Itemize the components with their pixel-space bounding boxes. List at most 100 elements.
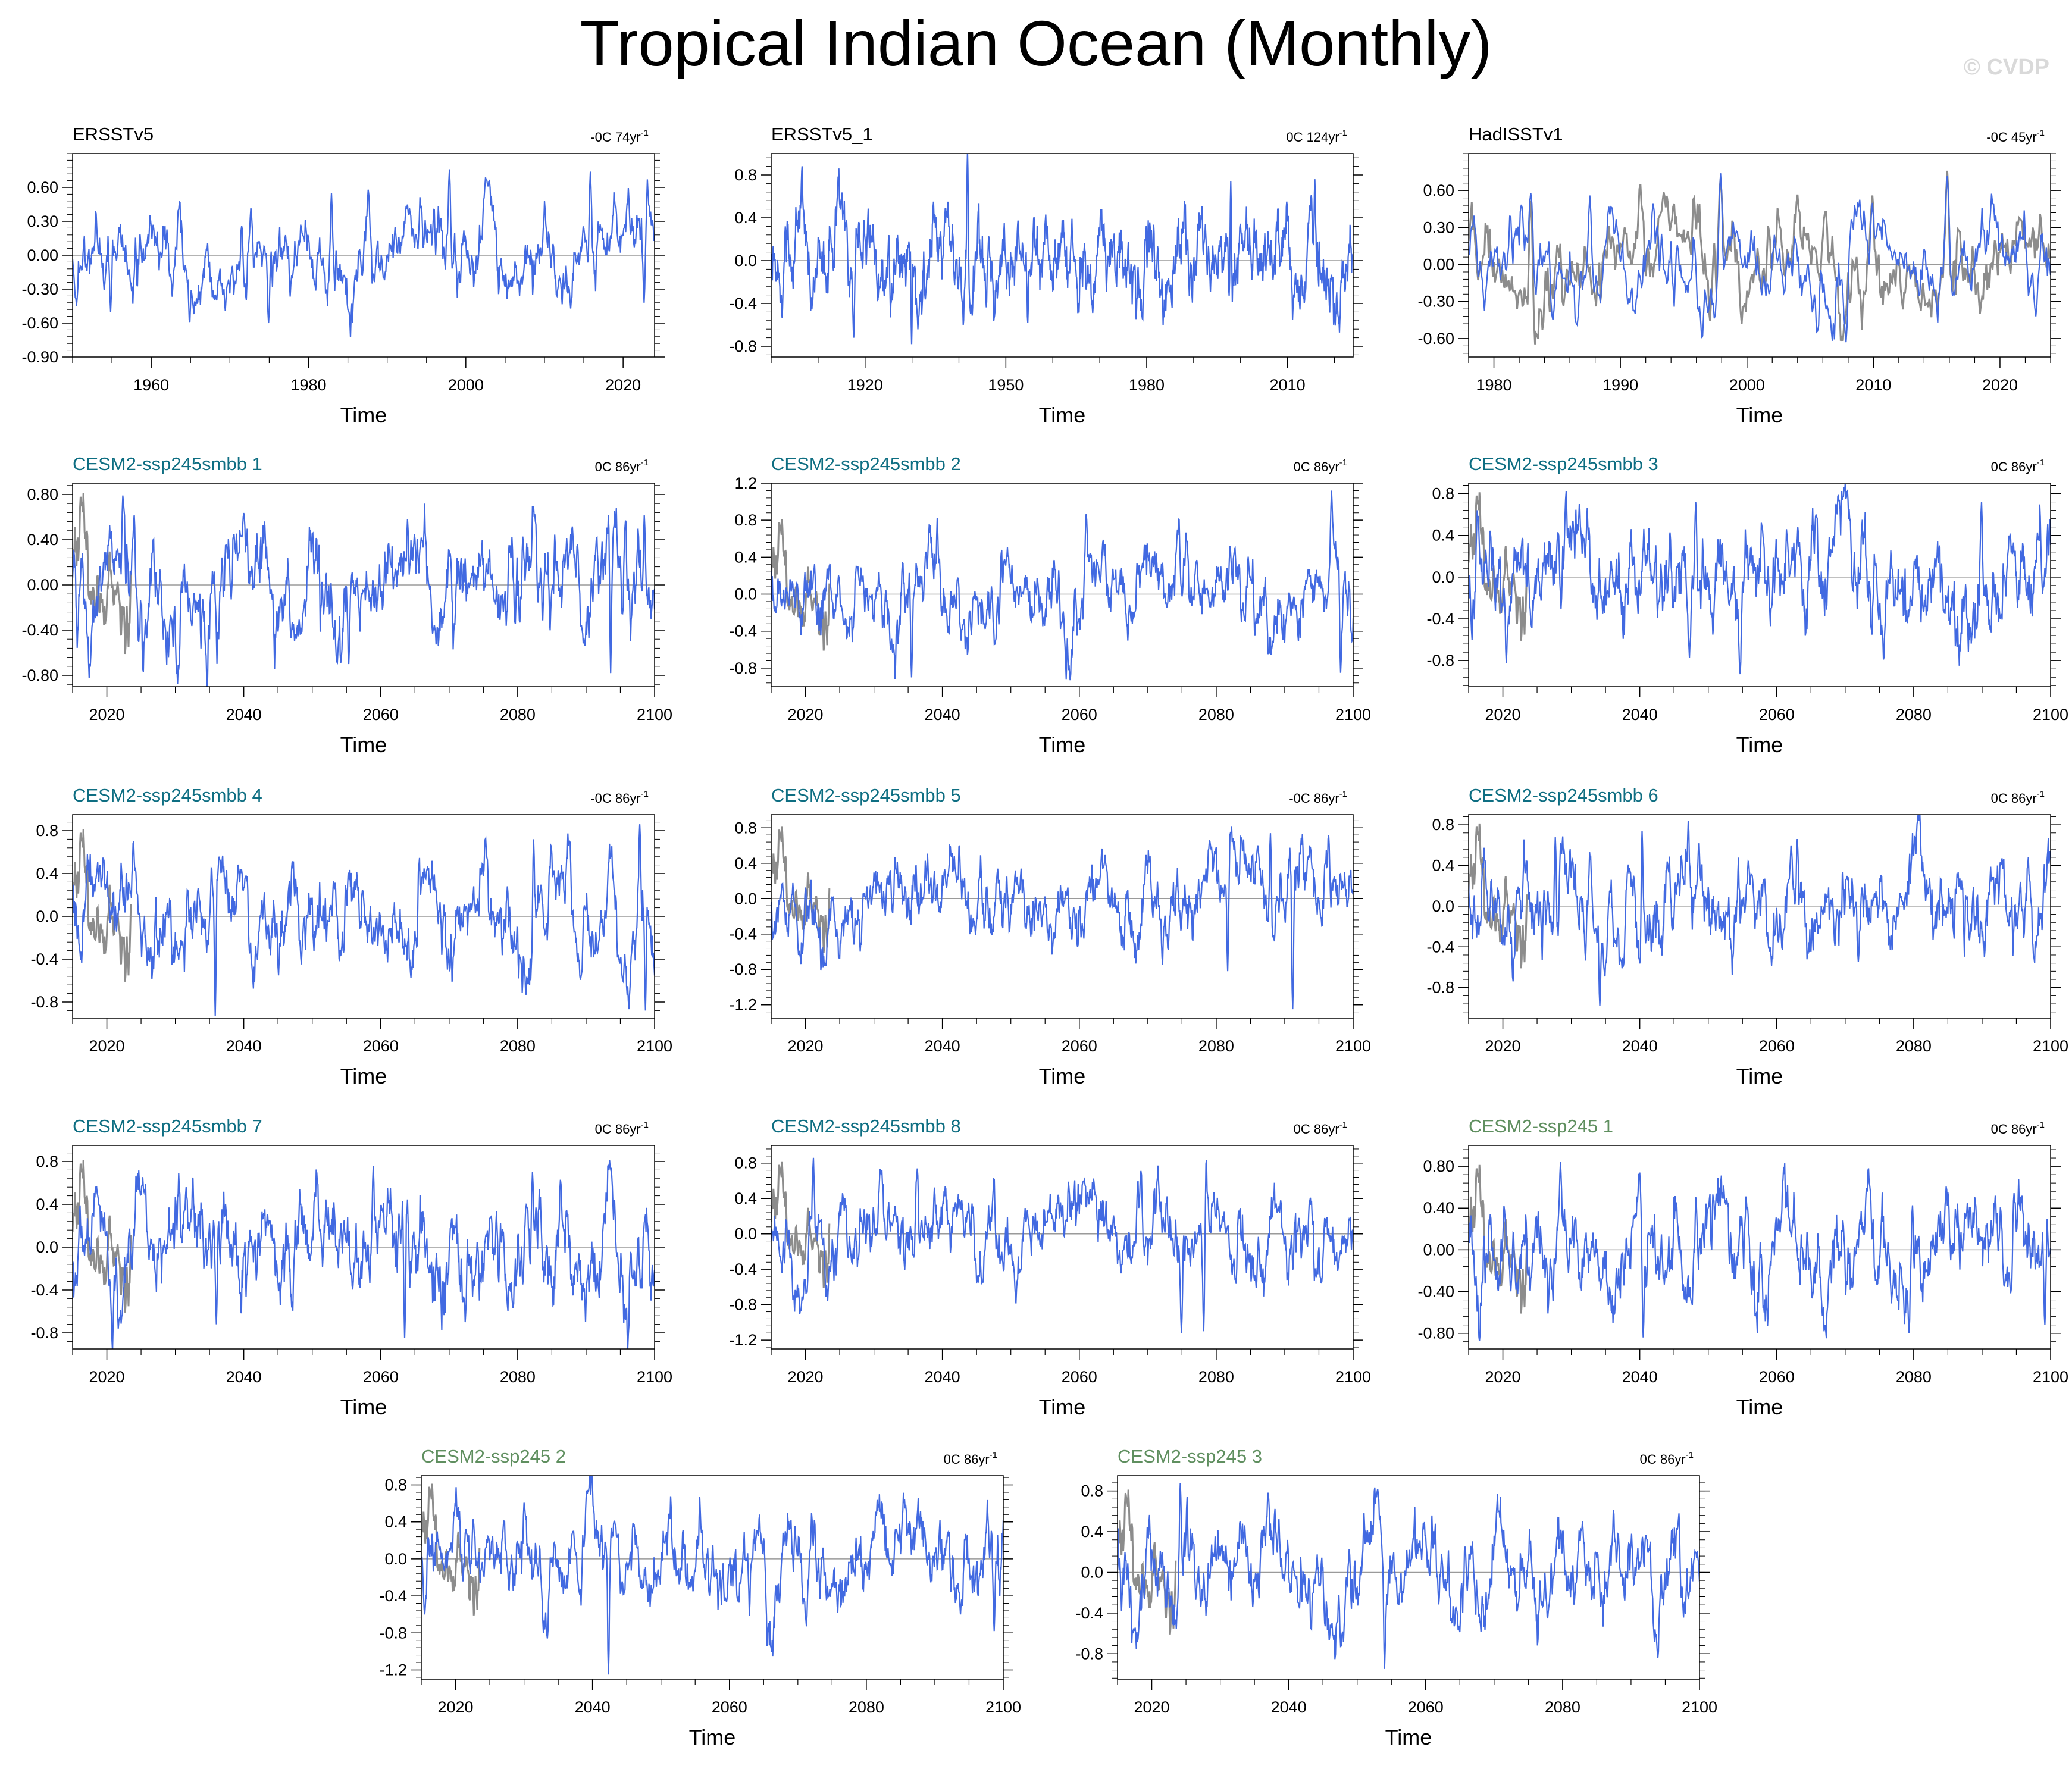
y-tick-label: 0.4 (734, 548, 757, 566)
trend-exponent: -1 (1339, 458, 1347, 468)
x-axis-label: Time (1039, 732, 1086, 757)
y-tick-label: 0.80 (27, 486, 58, 503)
primary-series-line (1469, 1162, 2051, 1341)
y-tick-label: -0.4 (1075, 1604, 1103, 1622)
y-tick-label: 0.8 (1081, 1482, 1103, 1500)
x-axis-label: Time (340, 403, 387, 427)
panel-p1: ERSSTv5 -0C 74yr-1 1960 1980 2000 2020 0.60 0.3… (21, 124, 665, 427)
y-tick-label: 0.8 (1432, 485, 1454, 503)
panel-title: CESM2-ssp245 3 (1118, 1446, 1262, 1467)
x-tick-label: 2020 (1134, 1698, 1169, 1716)
reference-series-line (771, 1161, 831, 1288)
panel-p11: CESM2-ssp245smbb 8 0C 86yr-1 2020 2040 2060 2… (729, 1116, 1371, 1419)
cvdp-watermark: © CVDP (1963, 55, 2049, 80)
x-tick-label: 2060 (1062, 706, 1097, 724)
trend-label: 0C 86yr-1 (1294, 1120, 1347, 1137)
primary-series-line (73, 824, 655, 1016)
panel-p2: ERSSTv5_1 0C 124yr-1 1920 1950 1980 2010 0.8 0.… (729, 124, 1363, 427)
x-tick-label: 2040 (1622, 1368, 1658, 1386)
x-tick-label: 2060 (1062, 1368, 1097, 1386)
trend-label: -0C 45yr-1 (1986, 128, 2045, 145)
y-tick-label: -0.40 (21, 621, 58, 639)
y-tick-label: 0.00 (1423, 256, 1454, 274)
trend-exponent: -1 (2037, 458, 2045, 468)
plot-frame (1468, 153, 2051, 358)
y-tick-label: 0.0 (384, 1550, 407, 1568)
y-tick-label: 0.8 (36, 1153, 58, 1170)
x-tick-label: 2100 (1335, 1037, 1371, 1055)
x-tick-label: 2080 (1198, 1037, 1234, 1055)
x-tick-label: 2080 (1896, 1368, 1932, 1386)
panel-p6: CESM2-ssp245smbb 3 0C 86yr-1 2020 2040 2060 2… (1426, 453, 2068, 757)
panel-title: CESM2-ssp245smbb 3 (1469, 453, 1658, 474)
plot-frame (771, 1145, 1354, 1350)
x-tick-label: 2060 (1408, 1698, 1444, 1716)
y-tick-label: 0.0 (734, 586, 757, 603)
x-tick-label: 2040 (925, 1037, 960, 1055)
y-tick-label: -0.8 (30, 993, 58, 1011)
x-tick-label: 2020 (89, 706, 124, 724)
x-tick-label: 2040 (575, 1698, 611, 1716)
plot-frame (1468, 814, 2051, 1019)
trend-exponent: -1 (641, 1120, 649, 1130)
x-tick-label: 2100 (1335, 706, 1371, 724)
y-tick-label: -1.2 (729, 1331, 757, 1349)
trend-exponent: -1 (1339, 128, 1347, 138)
x-tick-label: 2010 (1855, 376, 1891, 394)
trend-label: 0C 86yr-1 (595, 458, 649, 474)
trend-label: 0C 86yr-1 (1991, 1120, 2045, 1137)
x-tick-label: 2020 (787, 1368, 823, 1386)
x-axis-label: Time (340, 1064, 387, 1088)
y-tick-label: 0.4 (36, 865, 58, 882)
y-tick-label: -0.8 (1426, 979, 1454, 997)
trend-exponent: -1 (990, 1450, 997, 1460)
y-tick-label: 0.0 (36, 907, 58, 925)
y-tick-label: 0.8 (36, 822, 58, 840)
y-tick-label: 0.4 (734, 1189, 757, 1207)
y-tick-label: -0.4 (30, 950, 58, 968)
x-tick-label: 2020 (1485, 706, 1520, 724)
primary-series-line (421, 1476, 1003, 1675)
primary-series-line (73, 1160, 655, 1349)
y-tick-label: 0.0 (734, 252, 757, 270)
reference-series-line (1469, 823, 1528, 969)
panel-p4: CESM2-ssp245smbb 1 0C 86yr-1 2020 2040 2060 2… (21, 453, 672, 757)
x-tick-label: 2060 (363, 1037, 399, 1055)
page-title: Tropical Indian Ocean (Monthly) (580, 7, 1492, 79)
y-tick-label: -0.8 (379, 1624, 407, 1642)
y-tick-label: 0.60 (1423, 181, 1454, 199)
x-tick-label: 2020 (1485, 1368, 1520, 1386)
y-tick-label: -0.8 (1426, 652, 1454, 669)
panel-title: CESM2-ssp245 2 (421, 1446, 566, 1467)
x-tick-label: 2100 (637, 1368, 672, 1386)
y-tick-label: 0.30 (27, 212, 58, 230)
x-tick-label: 2080 (1198, 706, 1234, 724)
y-tick-label: -0.4 (1426, 938, 1454, 956)
x-tick-label: 2040 (1271, 1698, 1307, 1716)
y-tick-label: 0.80 (1423, 1157, 1454, 1175)
primary-series-line (1469, 484, 2051, 675)
x-axis-label: Time (1736, 403, 1783, 427)
x-tick-label: 2100 (637, 706, 672, 724)
y-tick-label: 0.00 (1423, 1241, 1454, 1258)
x-tick-label: 2060 (363, 1368, 399, 1386)
x-tick-label: 1960 (133, 376, 169, 394)
plot-frame (1468, 1145, 2051, 1350)
primary-series-line (73, 169, 655, 338)
y-tick-label: 1.2 (734, 474, 757, 492)
y-tick-label: 0.4 (1432, 857, 1454, 875)
reference-series-line (73, 829, 132, 982)
y-tick-label: -0.8 (729, 659, 757, 677)
panel-title: CESM2-ssp245smbb 6 (1469, 785, 1658, 806)
x-tick-label: 2000 (448, 376, 484, 394)
panel-title: CESM2-ssp245smbb 4 (73, 785, 262, 806)
x-tick-label: 2060 (1062, 1037, 1097, 1055)
trend-label: 0C 86yr-1 (1991, 458, 2045, 474)
trend-exponent: -1 (1339, 789, 1347, 799)
y-tick-label: -0.4 (729, 1260, 757, 1278)
x-tick-label: 1980 (290, 376, 326, 394)
x-tick-label: 2100 (637, 1037, 672, 1055)
x-axis-label: Time (1736, 1395, 1783, 1419)
primary-series-line (771, 826, 1353, 1010)
